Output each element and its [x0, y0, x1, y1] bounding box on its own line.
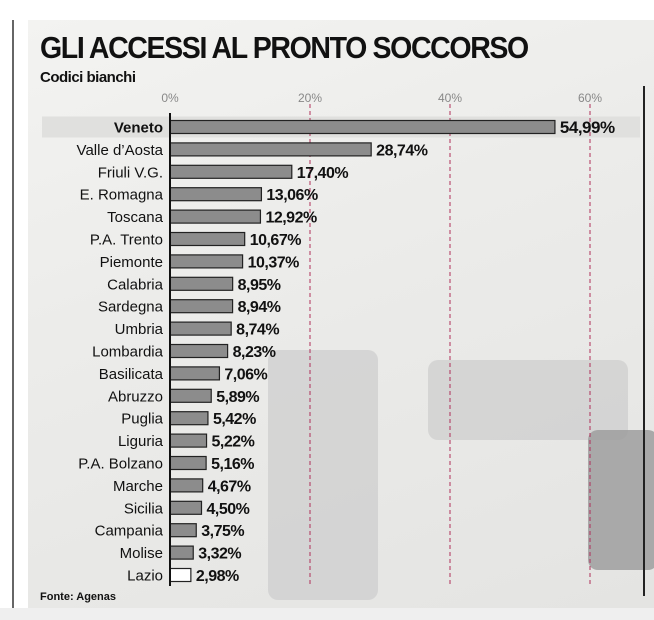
value-label: 5,22%: [212, 434, 255, 451]
bar: [169, 276, 234, 291]
bar: [169, 411, 209, 426]
chart-title: GLI ACCESSI AL PRONTO SOCCORSO: [40, 30, 529, 65]
bar: [169, 321, 232, 336]
value-label: 28,74%: [376, 142, 428, 159]
value-label: 10,37%: [248, 254, 300, 271]
category-label: Umbria: [115, 321, 164, 338]
source-note: Fonte: Agenas: [40, 591, 116, 603]
category-label: Sicilia: [124, 500, 164, 517]
value-label: 2,98%: [196, 568, 239, 585]
category-label: Molise: [120, 545, 163, 562]
right-border: [643, 86, 645, 596]
bar: [169, 187, 263, 202]
category-label: Liguria: [118, 433, 164, 450]
category-label: Valle d’Aosta: [77, 142, 164, 159]
value-label: 4,67%: [208, 478, 251, 495]
bar: [169, 254, 244, 269]
category-label: E. Romagna: [80, 187, 164, 204]
bar: [169, 545, 194, 560]
bar: [169, 209, 262, 224]
value-label: 10,67%: [250, 232, 302, 249]
category-label: P.A. Bolzano: [78, 456, 163, 473]
category-label: Sardegna: [98, 299, 164, 316]
value-label: 12,92%: [265, 210, 317, 227]
bar: [169, 455, 207, 471]
value-label: 5,16%: [211, 456, 254, 473]
category-label: Basilicata: [99, 366, 164, 383]
bar: [169, 343, 229, 359]
value-label: 54,99%: [560, 118, 615, 137]
value-label: 5,89%: [216, 389, 259, 406]
value-label: 8,95%: [238, 277, 281, 294]
category-label: Piemonte: [100, 254, 163, 271]
value-label: 5,42%: [213, 411, 256, 428]
value-label: 13,06%: [266, 187, 318, 204]
bar: [169, 119, 556, 135]
background-chairs: [428, 360, 628, 440]
x-tick-label: 60%: [578, 91, 602, 105]
bar: [169, 478, 204, 493]
category-label: Campania: [95, 523, 164, 540]
value-label: 8,23%: [233, 344, 276, 361]
category-label: Friuli V.G.: [98, 164, 163, 181]
category-label: P.A. Trento: [90, 232, 163, 249]
category-label: Lombardia: [92, 344, 164, 361]
page-divider: [12, 20, 14, 608]
bar: [169, 142, 372, 157]
chart-subtitle: Codici bianchi: [40, 69, 136, 86]
value-label: 3,32%: [198, 546, 241, 563]
x-tick-label: 0%: [161, 91, 179, 105]
bar: [169, 523, 197, 538]
value-label: 3,75%: [201, 523, 244, 540]
bar: [169, 164, 293, 179]
value-label: 4,50%: [207, 501, 250, 518]
bar: [169, 366, 221, 381]
category-label: Toscana: [107, 209, 164, 226]
value-label: 8,94%: [238, 299, 281, 316]
bar: [169, 500, 203, 515]
category-label: Veneto: [114, 120, 163, 137]
category-label: Marche: [113, 478, 163, 495]
background-figure: [268, 350, 378, 600]
value-label: 17,40%: [297, 165, 349, 182]
category-label: Abruzzo: [108, 388, 163, 405]
category-label: Calabria: [107, 276, 164, 293]
value-label: 8,74%: [236, 322, 279, 339]
bar: [169, 433, 208, 448]
bottom-strip: [0, 608, 654, 620]
category-label: Puglia: [121, 411, 163, 428]
x-tick-label: 40%: [438, 91, 462, 105]
bar: [169, 388, 212, 403]
value-label: 7,06%: [224, 366, 267, 383]
bar: [169, 299, 234, 314]
category-label: Lazio: [127, 568, 163, 585]
x-tick-label: 20%: [298, 91, 322, 105]
bar: [169, 567, 192, 583]
bar: [169, 231, 246, 247]
